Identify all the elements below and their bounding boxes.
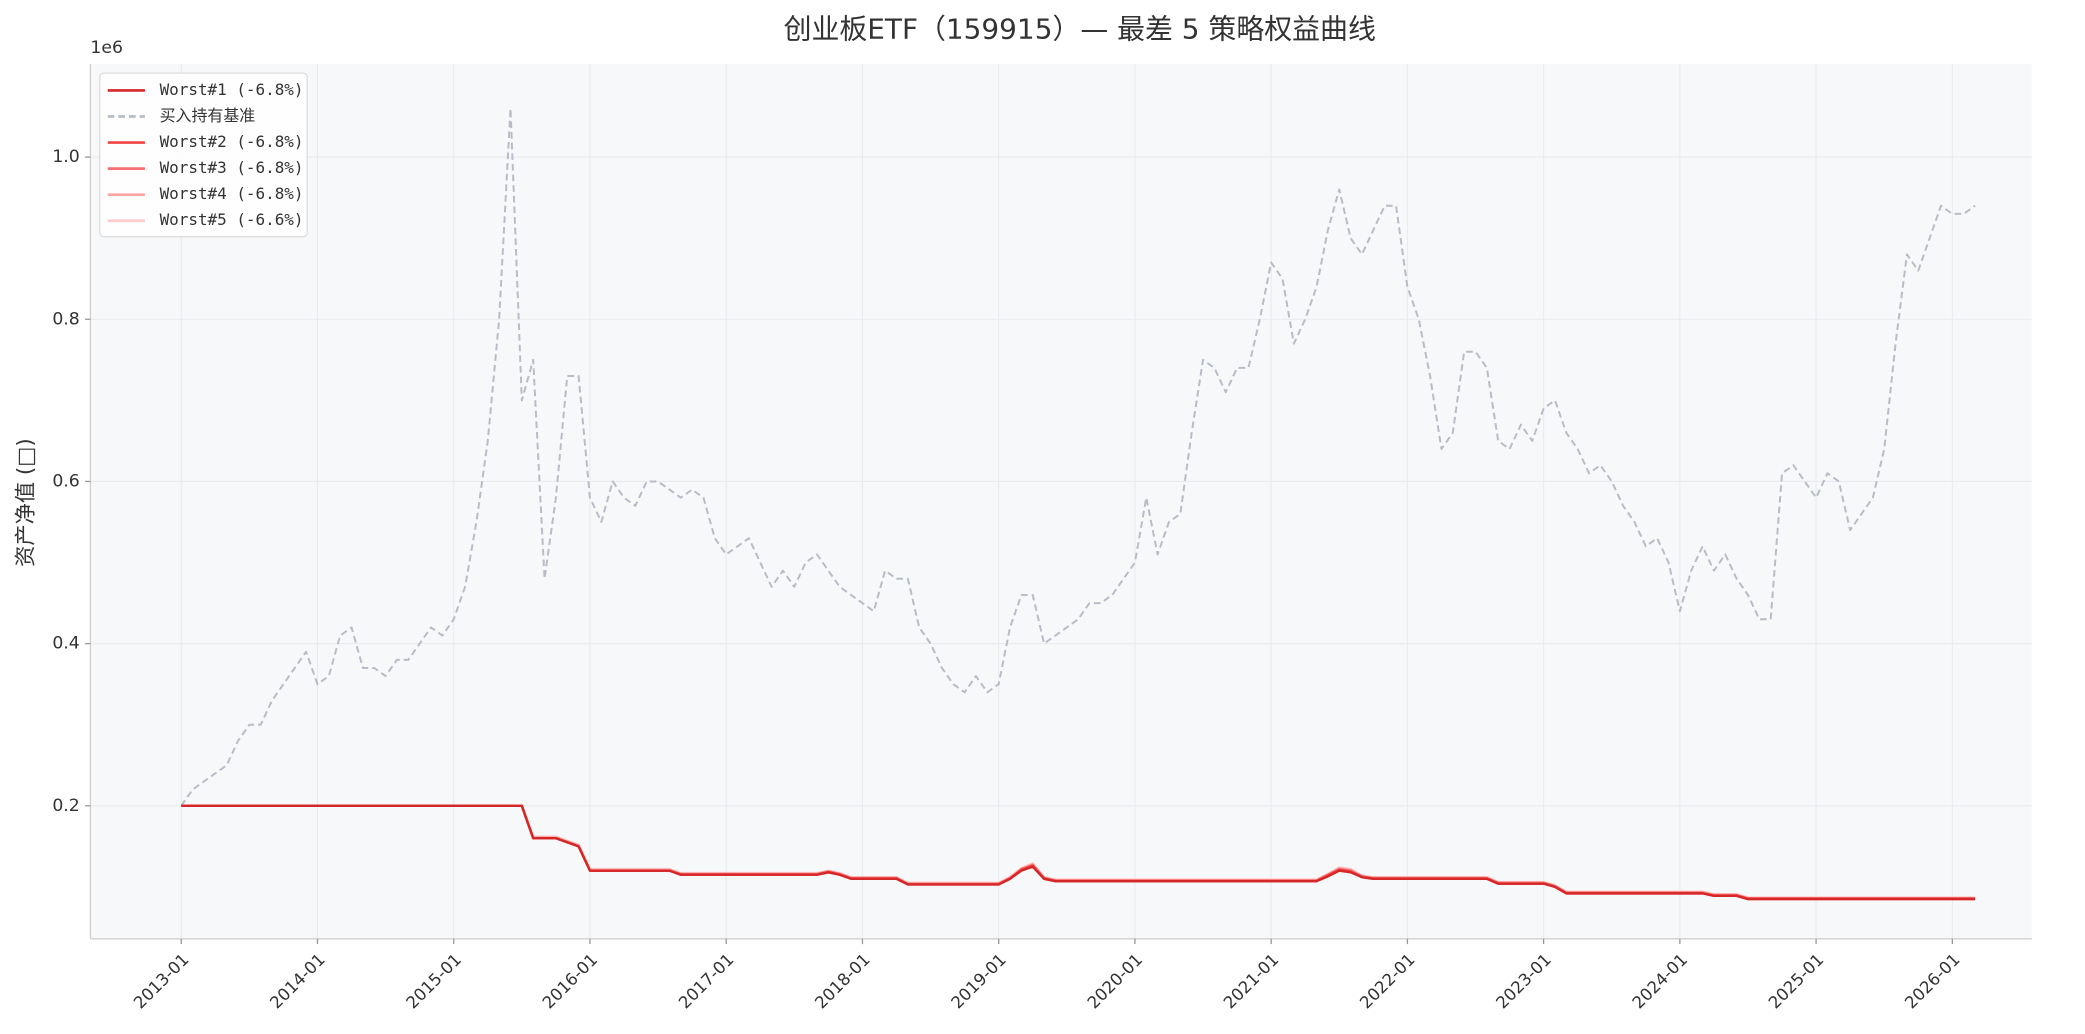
legend-label: Worst#1 (-6.8%) xyxy=(160,80,304,99)
chart-title: 创业板ETF（159915）— 最差 5 策略权益曲线 xyxy=(784,13,1376,46)
legend-label: Worst#5 (-6.6%) xyxy=(160,210,304,229)
x-tick-label: 2016-01 xyxy=(539,950,602,1013)
y-tick-label: 0.6 xyxy=(52,471,79,491)
x-tick-label: 2017-01 xyxy=(675,950,738,1013)
legend-label: Worst#2 (-6.8%) xyxy=(160,132,304,151)
lines xyxy=(180,107,1976,901)
series-line xyxy=(180,107,1976,807)
x-tick-label: 2024-01 xyxy=(1629,950,1692,1013)
x-tick-label: 2015-01 xyxy=(403,950,466,1013)
legend-label: Worst#4 (-6.8%) xyxy=(160,184,304,203)
x-tick-label: 2021-01 xyxy=(1220,950,1283,1013)
legend-label: 买入持有基准 xyxy=(160,106,256,125)
y-tick-label: 0.8 xyxy=(52,309,79,329)
y-axis-label: 资产净值 (□) xyxy=(14,438,39,567)
y-tick-label: 0.4 xyxy=(52,634,79,654)
legend-label: Worst#3 (-6.8%) xyxy=(160,158,304,177)
x-tick-label: 2019-01 xyxy=(947,950,1010,1013)
legend: Worst#1 (-6.8%) 买入持有基准 Worst#2 (-6.8%) Wors… xyxy=(99,72,308,238)
plot-area xyxy=(90,63,2032,939)
axis-offset: 1e6 xyxy=(90,38,123,58)
x-tick-label: 2023-01 xyxy=(1492,950,1555,1013)
x-tick-label: 2026-01 xyxy=(1901,950,1964,1013)
legend-box xyxy=(99,72,308,238)
y-tick-label: 1.0 xyxy=(52,147,79,167)
x-tick-label: 2020-01 xyxy=(1084,950,1147,1013)
x-tick-label: 2013-01 xyxy=(130,950,193,1013)
y-tick-label: 0.2 xyxy=(52,796,79,816)
x-tick-label: 2018-01 xyxy=(811,950,874,1013)
x-tick-label: 2014-01 xyxy=(266,950,329,1013)
x-tick-label: 2022-01 xyxy=(1356,950,1419,1013)
series-line xyxy=(181,804,1976,901)
x-tick-label: 2025-01 xyxy=(1765,950,1828,1013)
